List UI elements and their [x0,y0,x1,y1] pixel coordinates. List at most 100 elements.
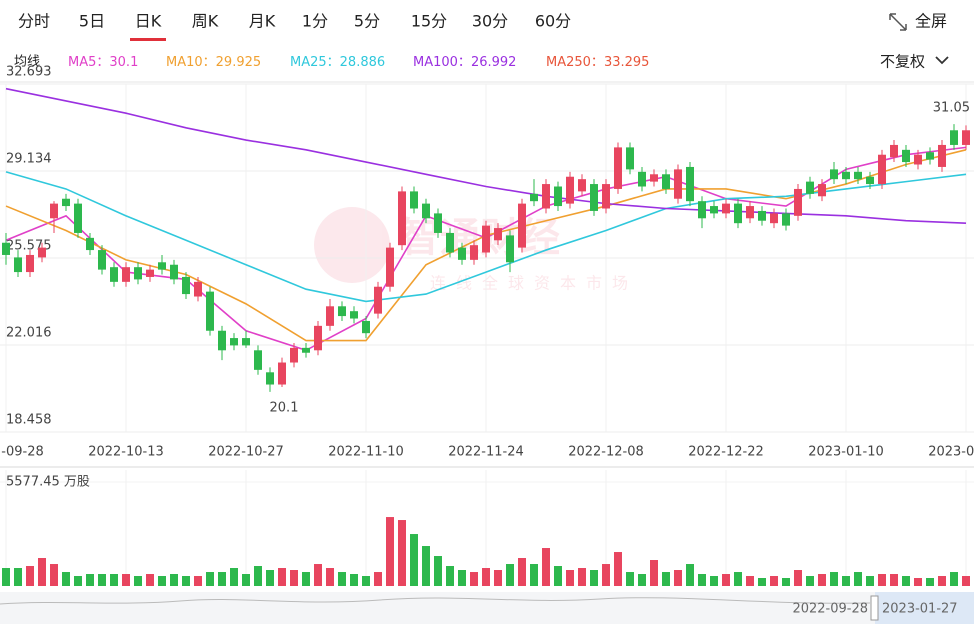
volume-bar [362,576,370,586]
volume-bar [302,572,310,586]
tab[interactable]: 日K [135,12,162,31]
adjust-dropdown[interactable]: 不复权 [880,53,949,71]
candle-body [290,347,298,363]
volume-bar [242,574,250,586]
volume-bar [278,568,286,586]
tab[interactable]: 5分 [354,12,380,31]
candle-body [614,147,622,189]
volume-bar [194,576,202,586]
ma-value: 29.925 [216,55,262,70]
volume-bar [26,566,34,586]
tab[interactable]: 5日 [79,12,105,31]
candle-body [914,154,922,165]
candle-body [470,245,478,260]
volume-bar [734,572,742,586]
volume-bar [554,566,562,586]
x-tick-label: 2022-11-24 [448,445,524,460]
ma-name: MA10： [166,55,216,70]
volume-bar [686,564,694,586]
ma-legend: MA10：29.925 [166,55,261,70]
volume-bar [182,576,190,586]
volume-bar [122,574,130,586]
volume-bar [770,576,778,586]
ma-name: MA100： [413,55,471,70]
candle-body [434,213,442,233]
candle-body [530,193,538,202]
watermark-logo [314,207,390,283]
candle-body [674,169,682,199]
volume-bar [2,568,10,586]
volume-bar [614,552,622,586]
candle-body [842,171,850,180]
tab[interactable]: 1分 [302,12,328,31]
candle-body [554,186,562,207]
candle-body [122,267,130,282]
volume-bar [374,572,382,586]
volume-bar [266,570,274,586]
navigator-selection[interactable] [875,592,974,624]
candle-body [350,311,358,319]
candle-body [218,330,226,351]
candle-body [650,174,658,182]
volume-bar [458,570,466,586]
volume-bar [158,576,166,586]
navigator-handle[interactable] [870,595,879,621]
volume-bar [698,574,706,586]
ma-value: 28.886 [340,55,386,70]
volume-bar [674,570,682,586]
volume-bar [578,568,586,586]
candle-body [902,149,910,163]
candle-body [398,191,406,246]
ma-name: MA25： [290,55,340,70]
candle-body [266,372,274,385]
navigator[interactable] [0,592,974,624]
tab[interactable]: 15分 [411,12,447,31]
candle-body [878,154,886,185]
tab[interactable]: 分时 [18,12,50,31]
volume-bar [722,574,730,586]
candle-body [710,206,718,214]
tab[interactable]: 60分 [535,12,571,31]
candle-body [110,267,118,282]
volume-bar [818,574,826,586]
ma-value: 26.992 [471,55,517,70]
candle-body [578,179,586,192]
candle-body [926,152,934,160]
candle-body [590,184,598,211]
candle-body [50,203,58,219]
tab[interactable]: 周K [192,12,219,31]
candle-body [182,276,190,295]
candle-body [410,191,418,209]
ma-name: MA5： [68,55,109,70]
volume-bar [386,517,394,586]
tab[interactable]: 30分 [472,12,508,31]
candle-body [362,320,370,334]
high-label: 31.05 [933,101,970,116]
x-tick-label: 2022-10-13 [88,445,164,460]
candle-body [794,188,802,216]
tab[interactable]: 月K [249,12,276,31]
volume-bar [398,520,406,586]
volume-bar [890,574,898,586]
volume-bar [926,578,934,586]
active-tab-underline [130,38,166,41]
volume-bar [218,572,226,586]
candle-body [482,225,490,253]
fullscreen-button[interactable]: 全屏 [889,12,947,31]
fullscreen-icon [889,13,907,31]
volume-bar [38,558,46,586]
candle-body [854,171,862,180]
volume-bar [746,576,754,586]
volume-bar [98,574,106,586]
candle-body [74,203,82,233]
x-tick-label: 2022-10-27 [208,445,284,460]
candle-body [458,247,466,260]
volume-tick-label: 5577.45 万股 [6,475,90,490]
candle-body [746,206,754,219]
candle-body [422,203,430,219]
x-tick-label: 2023-01-27 [928,445,974,460]
volume-bar [590,570,598,586]
volume-bar [422,546,430,586]
